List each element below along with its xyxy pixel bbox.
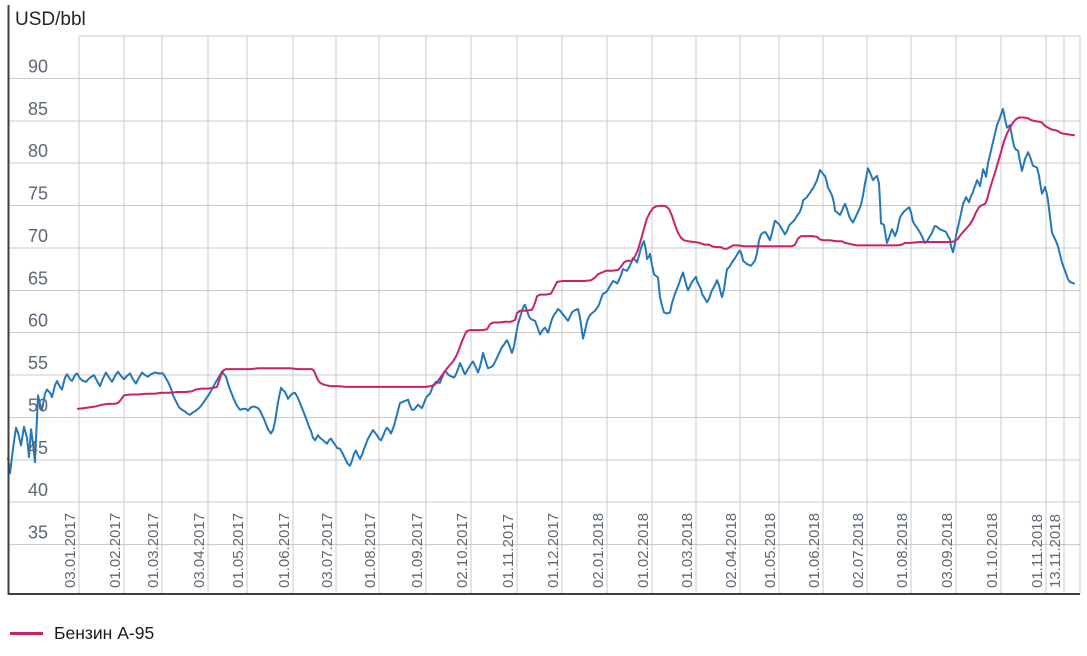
x-tick-label: 01.02.2017 [107,513,124,588]
axis-tick-labels: 90 85 80 75 70 65 60 55 50 45 40 35 03.01.2017 01.02.… [28,57,1064,589]
x-tick-label: 03.07.2017 [319,513,336,588]
x-tick-label: 03.04.2017 [191,513,208,588]
x-tick-label: 01.12.2017 [545,513,562,588]
x-tick-label: 01.08.2017 [362,513,379,588]
legend-line-swatch [10,631,43,635]
y-tick-label: 85 [28,99,48,119]
x-tick-label: 01.11.2017 [500,514,517,588]
y-tick-label: 55 [28,353,48,373]
legend-label: Бензин А-95 [54,623,155,643]
x-tick-label: 03.01.2017 [62,513,79,588]
x-tick-label: 01.05.2017 [230,513,247,588]
data-series [7,108,1075,475]
y-tick-label: 80 [28,141,48,161]
x-tick-label: 01.06.2017 [276,513,293,588]
series-blue-line [7,108,1075,475]
x-tick-label: 01.05.2018 [762,513,779,588]
x-tick-label: 03.09.2018 [939,513,956,588]
y-tick-label: 45 [28,438,48,458]
x-tick-label: 02.04.2018 [723,513,740,588]
chart-legend: Бензин А-95 [10,622,154,644]
y-tick-label: 35 [28,523,48,543]
x-tick-label: 01.03.2018 [679,513,696,588]
x-tick-label: 01.11.2018 [1029,514,1046,588]
y-tick-label: 65 [28,268,48,288]
gridlines [8,35,1081,594]
x-tick-label: 01.08.2018 [894,513,911,588]
y-tick-label: 70 [28,226,48,246]
chart-title: USD/bbl [15,9,86,30]
y-tick-label: 40 [28,480,48,500]
y-tick-label: 75 [28,184,48,204]
x-tick-label: 01.02.2018 [635,513,652,588]
x-tick-label: 13.11.2018 [1047,514,1064,588]
x-tick-label: 01.10.2018 [984,513,1001,588]
x-tick-label: 01.06.2018 [806,513,823,588]
axis-spines [7,5,1080,595]
y-tick-label: 90 [28,57,48,77]
x-tick-label: 02.07.2018 [850,513,867,588]
series-benzin-a95-line [77,116,1075,410]
x-tick-label: 01.03.2017 [145,513,162,588]
x-tick-label: 02.10.2017 [454,513,471,588]
y-tick-label: 60 [28,311,48,331]
y-tick-label: 50 [28,395,48,415]
x-tick-label: 02.01.2018 [590,513,607,588]
x-tick-label: 01.09.2017 [409,513,426,588]
